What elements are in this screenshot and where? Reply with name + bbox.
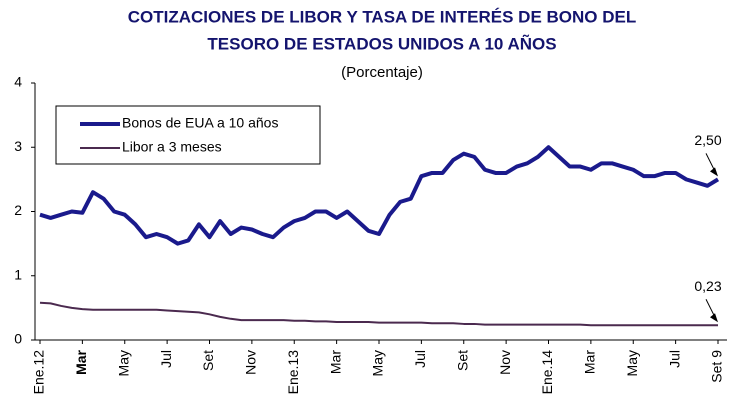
x-tick-label: Ene.13 (285, 350, 301, 395)
x-tick-label: May (624, 350, 640, 376)
y-tick-label: 0 (14, 331, 22, 347)
legend-box (55, 105, 321, 165)
legend-label: Libor a 3 meses (122, 139, 222, 155)
x-tick-label: Set 9 (709, 350, 725, 383)
x-tick-label: Jul (158, 350, 174, 368)
series-line (39, 301, 718, 327)
x-tick-label: Mar (582, 350, 598, 374)
x-tick-label: Set (200, 350, 216, 371)
chart-subtitle: (Porcentaje) (341, 64, 423, 81)
y-tick-label: 1 (14, 266, 22, 282)
x-tick-label: Mar (327, 350, 343, 374)
x-tick-label: Nov (497, 350, 513, 375)
y-tick-label: 2 (14, 202, 22, 218)
chart-title: COTIZACIONES DE LIBOR Y TASA DE INTERÉS … (128, 7, 636, 26)
value-label: 2,50 (694, 132, 721, 148)
x-tick-label: May (370, 350, 386, 376)
x-tick-label: Nov (243, 350, 259, 375)
x-tick-label: Set (454, 350, 470, 371)
chart-title: TESORO DE ESTADOS UNIDOS A 10 AÑOS (207, 33, 556, 53)
x-tick-label: Ene.14 (539, 350, 555, 395)
x-tick-label: Mar (73, 349, 89, 374)
y-tick-label: 3 (14, 138, 22, 154)
value-label: 0,23 (694, 278, 721, 294)
legend-label: Bonos de EUA a 10 años (122, 115, 278, 131)
series-line (39, 145, 720, 246)
y-tick-label: 4 (14, 74, 22, 90)
x-tick-label: Jul (666, 350, 682, 368)
x-tick-label: Ene.12 (31, 350, 47, 395)
annotation-arrowhead (710, 313, 718, 323)
x-tick-label: Jul (412, 350, 428, 368)
x-tick-label: May (115, 350, 131, 376)
annotation-arrowhead (710, 167, 718, 177)
